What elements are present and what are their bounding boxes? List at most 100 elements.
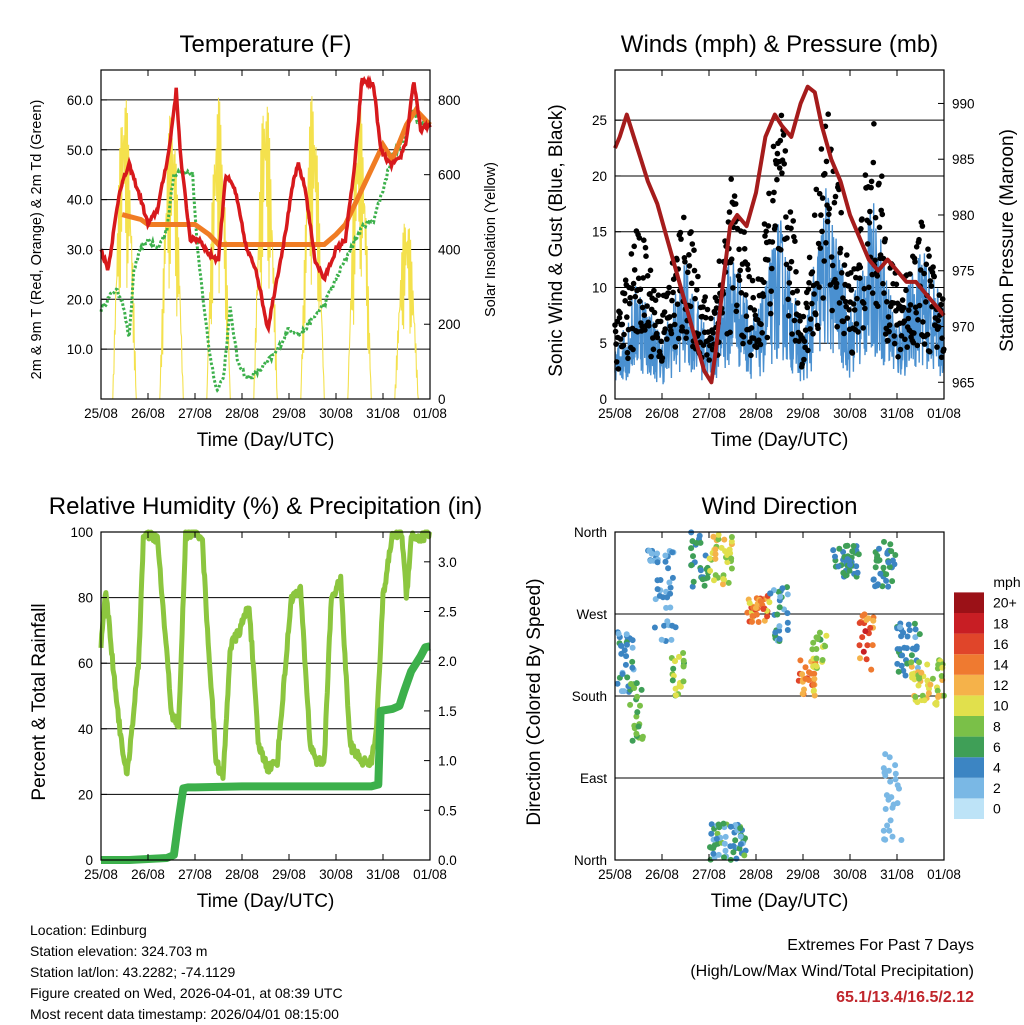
gust-point	[733, 308, 740, 315]
direction-point	[669, 622, 676, 629]
legend-label: 10	[993, 698, 1009, 714]
gust-point	[710, 330, 716, 336]
gust-point	[643, 253, 649, 259]
direction-point	[810, 639, 817, 646]
direction-point	[802, 675, 809, 682]
direction-point	[886, 564, 893, 570]
humidity-y2-tick-label: 3.0	[438, 555, 457, 570]
direction-point	[873, 557, 880, 564]
gust-point	[683, 335, 689, 342]
direction-point	[802, 664, 809, 671]
gust-point	[853, 321, 860, 327]
humidity-x-tick-label: 25/08	[84, 867, 118, 882]
temperature-x-tick-label: 01/08	[413, 406, 447, 421]
direction-point	[850, 543, 857, 549]
direction-point	[906, 627, 913, 634]
gust-point	[616, 314, 623, 321]
legend-label: 16	[993, 636, 1009, 652]
gust-point	[628, 251, 635, 257]
gust-point	[644, 303, 650, 309]
gust-point	[703, 314, 709, 321]
direction-point	[724, 559, 731, 566]
direction-point	[725, 579, 732, 586]
direction-point	[881, 769, 888, 776]
gust-point	[841, 330, 847, 337]
gust-point	[857, 275, 863, 282]
direction-point	[867, 624, 874, 631]
extremes-title: Extremes For Past 7 Days	[787, 937, 974, 954]
gust-point	[819, 228, 825, 235]
gust-point	[844, 252, 850, 258]
gust-point	[646, 323, 652, 329]
direction-point	[628, 681, 635, 688]
gust-point	[774, 176, 780, 183]
gust-point	[837, 245, 844, 252]
direction-point	[721, 840, 728, 847]
direction-point	[623, 631, 630, 638]
gust-point	[764, 334, 771, 341]
direction-point	[693, 540, 700, 546]
direction-point	[857, 655, 863, 662]
gust-point	[641, 237, 647, 243]
winds-x-tick-label: 29/08	[786, 406, 820, 421]
gust-point	[838, 270, 845, 276]
gust-point	[728, 176, 734, 182]
winds-x-tick-label: 31/08	[880, 406, 914, 421]
gust-point	[829, 262, 836, 269]
direction-point	[892, 776, 899, 783]
gust-point	[779, 170, 785, 176]
direction-point	[908, 663, 915, 670]
direction-point	[742, 847, 749, 854]
gust-point	[836, 300, 843, 306]
direction-point	[720, 576, 727, 582]
gust-point	[640, 275, 646, 281]
direction-point	[929, 675, 936, 682]
gust-point	[741, 246, 748, 252]
solar-insolation-line	[112, 96, 419, 400]
gust-point	[858, 226, 864, 232]
direction-point	[721, 536, 728, 543]
gust-point	[782, 148, 789, 154]
temperature-plot-frame	[100, 69, 431, 400]
gust-point	[897, 346, 904, 353]
gust-point	[938, 354, 945, 361]
gust-point	[736, 246, 742, 253]
gust-point	[687, 303, 694, 310]
direction-point	[638, 686, 645, 693]
legend-swatch	[954, 613, 984, 634]
direction-point	[669, 677, 676, 684]
direction-point	[856, 620, 863, 626]
recent-data-text: Most recent data timestamp: 2026/04/01 0…	[30, 1006, 339, 1022]
gust-point	[832, 193, 839, 200]
gust-point	[613, 341, 619, 347]
temperature-y-tick-label: 10.0	[67, 342, 93, 357]
gust-point	[836, 186, 842, 193]
gust-point	[642, 244, 649, 251]
gust-point	[794, 288, 800, 294]
humidity-y2-tick-label: 0.5	[438, 803, 457, 818]
direction-point	[637, 702, 643, 709]
gust-point	[748, 352, 754, 359]
wind-direction-points	[614, 529, 947, 863]
gust-point	[860, 325, 866, 331]
gust-point	[861, 285, 868, 292]
direction-point	[629, 637, 636, 644]
elevation-text: Station elevation: 324.703 m	[30, 943, 208, 959]
direction-point	[924, 661, 931, 668]
gust-point	[813, 311, 819, 318]
gust-point	[704, 352, 710, 358]
gust-point	[661, 309, 668, 315]
temperature-x-tick-label: 26/08	[131, 406, 165, 421]
gust-point	[875, 303, 881, 310]
direction-point	[784, 619, 791, 626]
direction-point	[811, 692, 818, 699]
winds-panel: Winds (mph) & Pressure (mb) 25/08 26/08 27/…	[546, 31, 1018, 451]
direction-point	[624, 641, 630, 648]
direction-point	[819, 657, 826, 663]
legend-label: 2	[993, 780, 1001, 796]
direction-point	[699, 576, 706, 583]
gust-point	[818, 212, 824, 218]
direction-point	[749, 618, 755, 625]
gust-point	[867, 208, 873, 215]
winddir-panel: Wind Direction 25/08 26/08 27/08 28/08 29/08 3…	[524, 493, 1021, 912]
